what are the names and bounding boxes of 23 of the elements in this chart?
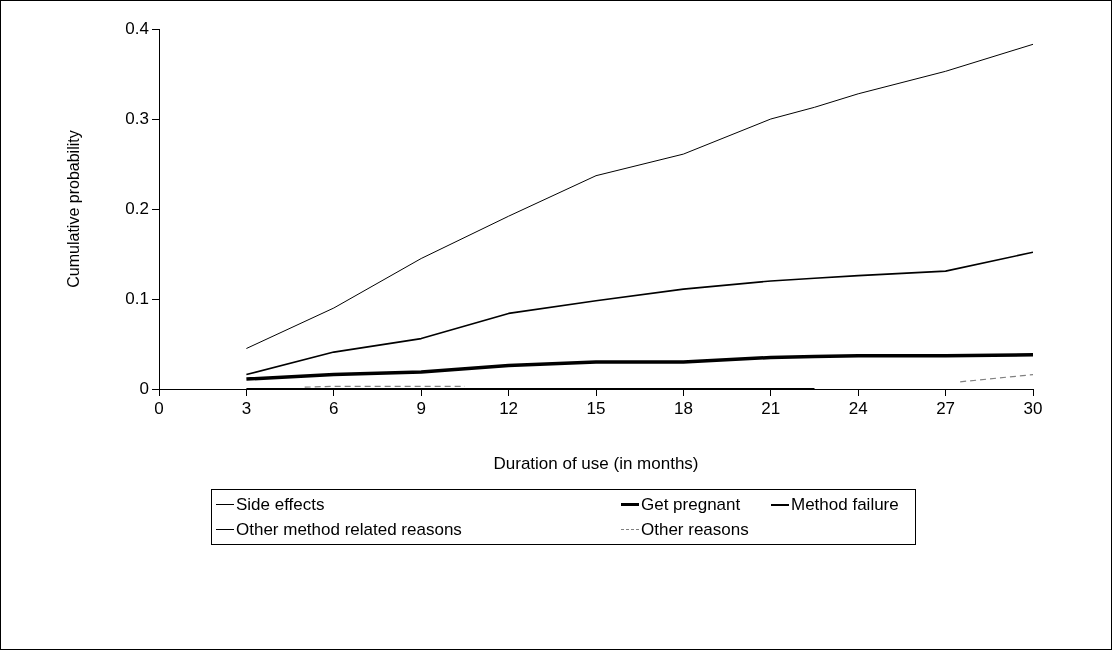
y-tick-label: 0.1	[125, 288, 149, 308]
x-tick-label: 6	[329, 398, 339, 418]
legend-label: Side effects	[236, 494, 325, 515]
x-tick-label: 21	[761, 398, 781, 418]
x-tick-label: 18	[673, 398, 693, 418]
legend-label: Other method related reasons	[236, 519, 462, 540]
y-tick-label: 0.2	[125, 198, 149, 218]
x-tick-label: 30	[1023, 398, 1043, 418]
x-tick-label: 27	[936, 398, 956, 418]
x-tick-label: 0	[154, 398, 164, 418]
y-tick-label: 0.4	[125, 18, 149, 38]
x-tick-label: 3	[241, 398, 252, 418]
x-tick-label: 15	[586, 398, 606, 418]
legend-label: Other reasons	[641, 519, 749, 540]
legend-label: Method failure	[791, 494, 899, 515]
y-tick-label: 0	[139, 378, 149, 398]
legend-label: Get pregnant	[641, 494, 741, 515]
x-tick-label: 12	[499, 398, 519, 418]
x-axis-title: Duration of use (in months)	[493, 454, 699, 474]
y-tick-label: 0.3	[125, 108, 149, 128]
y-axis-title: Cumulative probability	[65, 130, 83, 288]
x-tick-label: 9	[416, 398, 426, 418]
x-tick-label: 24	[848, 398, 868, 418]
